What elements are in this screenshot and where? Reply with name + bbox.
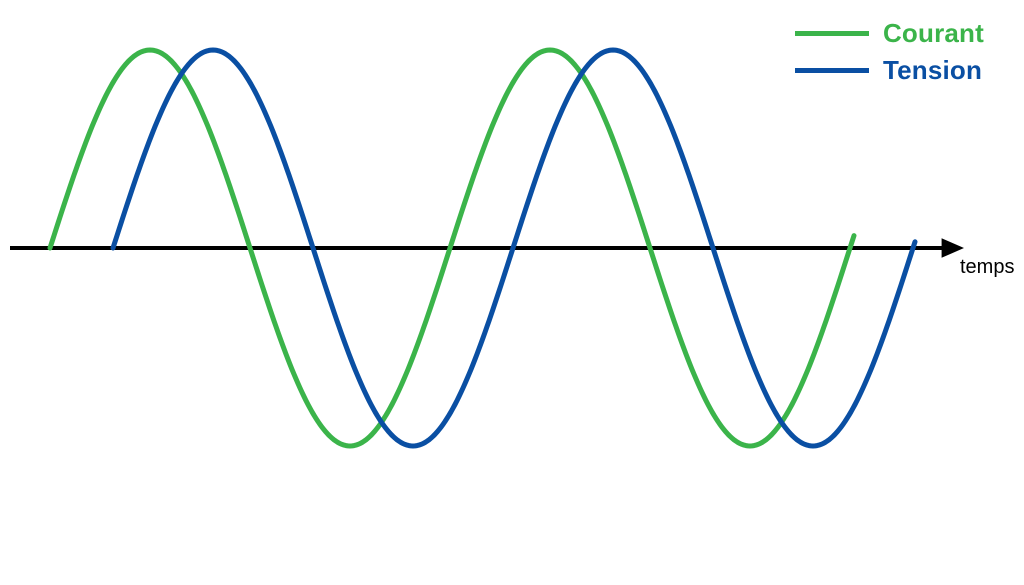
legend-swatch-tension <box>795 68 869 73</box>
legend-item-courant: Courant <box>795 18 984 49</box>
legend-item-tension: Tension <box>795 55 984 86</box>
legend-swatch-courant <box>795 31 869 36</box>
x-axis-label: temps <box>960 256 1014 279</box>
legend-label-courant: Courant <box>883 18 984 49</box>
wave-chart <box>0 0 1024 585</box>
x-axis <box>10 238 964 258</box>
chart-container: Courant Tension temps <box>0 0 1024 585</box>
legend: Courant Tension <box>795 18 984 86</box>
legend-label-tension: Tension <box>883 55 982 86</box>
